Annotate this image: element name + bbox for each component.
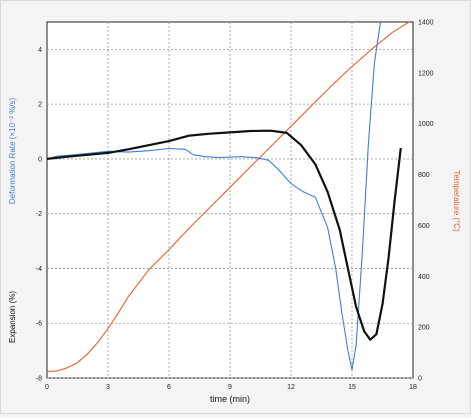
x-tick-label: 18: [409, 384, 417, 391]
x-tick-label: 3: [106, 384, 110, 391]
y-right-tick-label: 1400: [418, 20, 434, 27]
x-tick-label: 9: [228, 384, 232, 391]
x-tick-label: 15: [348, 384, 356, 391]
y-axis-label-expansion: Expansion (%): [8, 291, 17, 343]
y-right-tick-label: 1200: [418, 70, 434, 77]
series-line-expansion: [47, 129, 402, 341]
y-left-tick-label: -8: [36, 376, 42, 383]
y-axis-label-rate: Deformation Rate (×10⁻² %/s): [8, 98, 17, 205]
x-tick-label: 12: [287, 384, 295, 391]
x-tick-label: 0: [45, 384, 49, 391]
series-line-rate: [47, 22, 382, 371]
y-right-tick-label: 600: [418, 223, 430, 230]
series-lines: [47, 22, 411, 373]
y-left-tick-label: 0: [38, 156, 42, 163]
y-left-tick-label: 4: [38, 47, 42, 54]
series-line-temperature: [47, 22, 411, 373]
y-right-tick-label: 1000: [418, 121, 434, 128]
y-left-tick-label: -4: [36, 266, 42, 273]
y-right-tick-label: 800: [418, 172, 430, 179]
ticks: 0 3 6 9 12 15 18 -8 -6 -4 -2 0 2 4 0 200 400 600 800 1000 12…: [36, 20, 434, 392]
x-tick-label: 6: [167, 384, 171, 391]
y-right-tick-label: 0: [418, 376, 422, 383]
x-axis-label: time (min): [210, 394, 250, 404]
y-left-tick-label: -6: [36, 321, 42, 328]
grid: [47, 22, 413, 379]
y-right-tick-label: 200: [418, 325, 430, 332]
y-left-tick-label: -2: [36, 211, 42, 218]
y-left-tick-label: 2: [38, 102, 42, 109]
y-right-tick-label: 400: [418, 274, 430, 281]
y-axis-label-temperature: Temperature (°C): [452, 170, 461, 232]
